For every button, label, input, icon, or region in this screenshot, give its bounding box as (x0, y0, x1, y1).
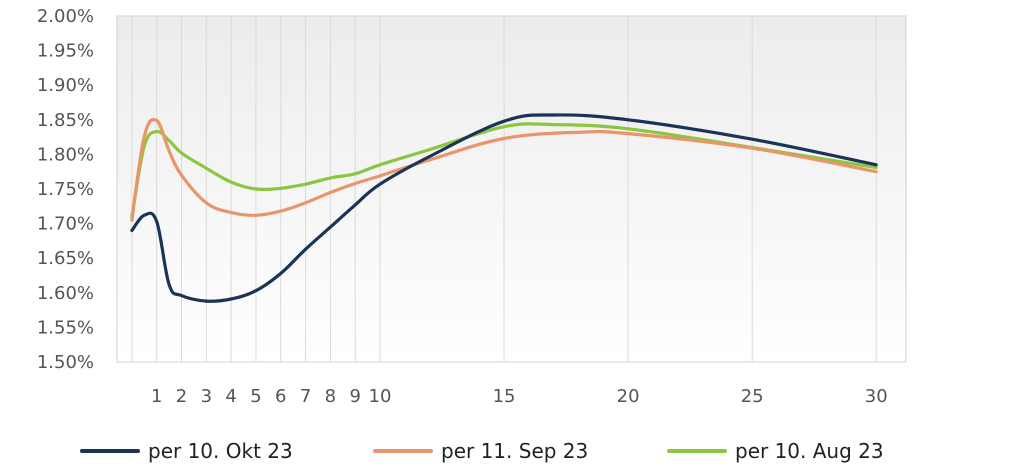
x-tick-label: 30 (865, 386, 888, 407)
x-tick-label: 4 (225, 386, 236, 407)
series-line-0 (130, 113, 878, 303)
legend-swatch-aug (667, 449, 727, 453)
x-axis-ticks: 1 2 3 4 5 6 7 8 9 10 15 20 25 30 (151, 386, 888, 407)
legend-label-okt: per 10. Okt 23 (148, 439, 293, 463)
x-tick-label: 9 (349, 386, 360, 407)
legend-item-okt: per 10. Okt 23 (80, 432, 293, 470)
y-tick-label: 1.95% (37, 41, 94, 62)
series-line-1 (130, 117, 878, 222)
x-tick-label: 2 (176, 386, 187, 407)
x-tick-label: 6 (275, 386, 286, 407)
series-line-2 (130, 122, 878, 219)
y-axis-ticks: 1.50% 1.55% 1.60% 1.65% 1.70% 1.75% 1.80% 1.85%… (37, 6, 94, 373)
legend-label-aug: per 10. Aug 23 (735, 439, 884, 463)
plot-area (116, 15, 907, 363)
x-tick-label: 3 (201, 386, 212, 407)
x-tick-label: 10 (369, 386, 392, 407)
y-tick-label: 1.60% (37, 283, 94, 304)
x-tick-label: 1 (151, 386, 162, 407)
x-tick-label: 8 (325, 386, 336, 407)
x-tick-label: 5 (250, 386, 261, 407)
y-tick-label: 1.50% (37, 352, 94, 373)
x-tick-label: 25 (741, 386, 764, 407)
y-tick-label: 1.55% (37, 317, 94, 338)
yield-curve-chart: 1 2 3 4 5 6 7 8 9 10 15 20 25 30 1.50% 1.55% 1.60% 1.65%… (37, 6, 907, 407)
y-tick-label: 2.00% (37, 6, 94, 27)
series-lines (130, 113, 878, 303)
x-tick-label: 15 (493, 386, 516, 407)
y-tick-label: 1.75% (37, 179, 94, 200)
legend-item-aug: per 10. Aug 23 (667, 432, 884, 470)
y-tick-label: 1.70% (37, 214, 94, 235)
legend-item-sep: per 11. Sep 23 (373, 432, 588, 470)
legend-swatch-okt (80, 449, 140, 453)
x-tick-label: 7 (300, 386, 311, 407)
y-tick-label: 1.85% (37, 110, 94, 131)
y-tick-label: 1.80% (37, 144, 94, 165)
legend-swatch-sep (373, 449, 433, 453)
legend: per 10. Okt 23 per 11. Sep 23 per 10. Au… (0, 432, 1024, 470)
y-tick-label: 1.65% (37, 248, 94, 269)
legend-label-sep: per 11. Sep 23 (441, 439, 589, 463)
x-tick-label: 20 (617, 386, 640, 407)
y-tick-label: 1.90% (37, 75, 94, 96)
